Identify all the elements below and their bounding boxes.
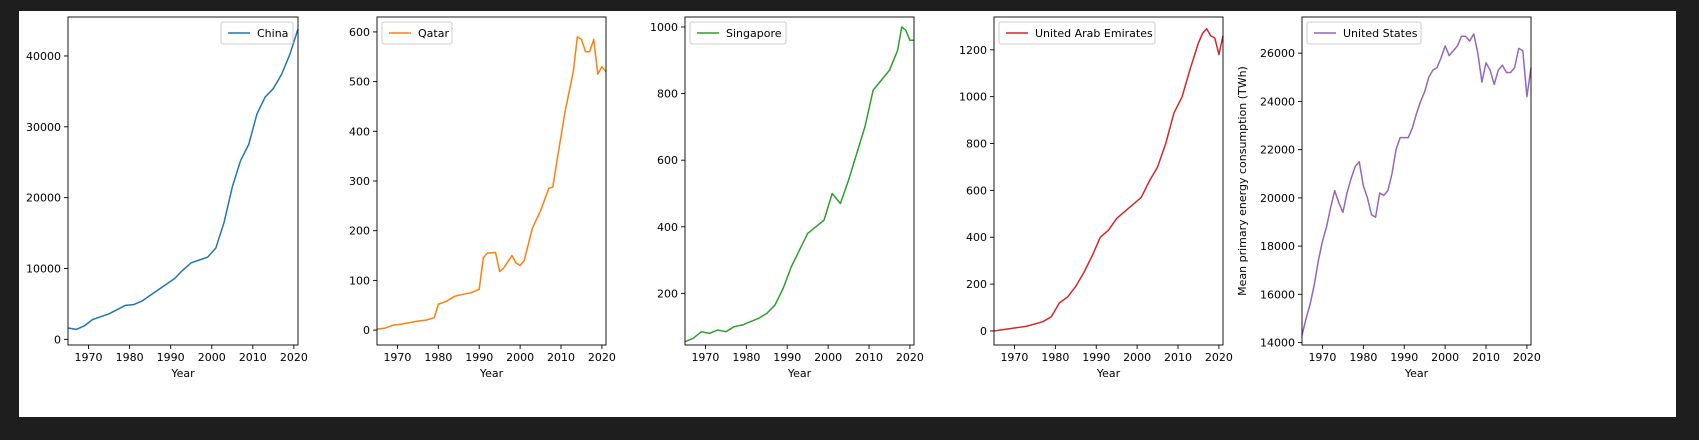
- legend-label: Singapore: [726, 27, 782, 40]
- y-tick-label: 400: [349, 125, 370, 138]
- x-axis-label: Year: [787, 367, 812, 380]
- legend: United Arab Emirates: [998, 21, 1156, 45]
- y-tick-label: 0: [363, 324, 370, 337]
- x-tick-label: 1970: [75, 351, 103, 364]
- x-tick-label: 1990: [1082, 351, 1110, 364]
- y-tick-label: 500: [349, 76, 370, 89]
- chart-panel-1: 1970 1980 1990 2000 2010 2020 0 10000 20000 30000…: [26, 16, 308, 380]
- y-tick-label: 14000: [1260, 337, 1295, 350]
- y-tick-label: 200: [349, 225, 370, 238]
- y-tick-label: 300: [349, 175, 370, 188]
- y-tick-label: 200: [657, 287, 678, 300]
- x-axis-label: Year: [479, 367, 504, 380]
- legend-box: [220, 21, 294, 45]
- series-line: [376, 36, 607, 330]
- y-tick-label: 30000: [26, 121, 61, 134]
- x-tick-label: 2010: [547, 351, 575, 364]
- chart-panel-5: 1970 1980 1990 2000 2010 2020 14000 16000 18000 2…: [1236, 16, 1541, 380]
- x-tick-label: 2020: [1205, 351, 1233, 364]
- y-tick-label: 10000: [26, 262, 61, 275]
- y-tick-label: 24000: [1260, 95, 1295, 108]
- y-tick-label: 22000: [1260, 144, 1295, 157]
- x-tick-label: 2010: [239, 351, 267, 364]
- y-tick-label: 1000: [959, 91, 987, 104]
- x-tick-label: 1980: [732, 351, 760, 364]
- x-tick-label: 1990: [465, 351, 493, 364]
- y-tick-label: 600: [657, 154, 678, 167]
- legend: Qatar: [381, 21, 453, 45]
- legend-box: [689, 21, 787, 45]
- chart-panel-3: 1970 1980 1990 2000 2010 2020 200 400 600 800 1000…: [650, 16, 924, 380]
- x-tick-label: 2020: [1513, 351, 1541, 364]
- x-tick-label: 2010: [1472, 351, 1500, 364]
- legend-label: United Arab Emirates: [1035, 27, 1153, 40]
- y-tick-label: 40000: [26, 50, 61, 63]
- x-tick-label: 1980: [424, 351, 452, 364]
- legend: Singapore: [689, 21, 787, 45]
- y-tick-label: 400: [657, 221, 678, 234]
- y-tick-label: 800: [657, 88, 678, 101]
- axes-frame: [67, 16, 299, 346]
- y-tick-label: 20000: [26, 192, 61, 205]
- chart-panel-4: 1970 1980 1990 2000 2010 2020 0 200 400 600 800 100…: [959, 16, 1233, 380]
- y-tick-label: 600: [966, 184, 987, 197]
- y-tick-label: 800: [966, 138, 987, 151]
- axes-frame: [1301, 16, 1532, 346]
- y-tick-label: 16000: [1260, 288, 1295, 301]
- axes-frame: [993, 16, 1224, 346]
- legend-label: Qatar: [418, 27, 449, 40]
- x-axis-label: Year: [1096, 367, 1121, 380]
- axes-frame: [376, 16, 607, 346]
- x-tick-label: 2010: [1164, 351, 1192, 364]
- figure: 1970 1980 1990 2000 2010 2020 0 10000 20000 30000…: [19, 11, 1676, 417]
- y-tick-label: 0: [54, 333, 61, 346]
- legend: United States: [1306, 21, 1422, 45]
- x-tick-label: 1980: [1041, 351, 1069, 364]
- x-tick-label: 1970: [1000, 351, 1028, 364]
- x-tick-label: 1990: [773, 351, 801, 364]
- series-line: [993, 27, 1224, 332]
- x-tick-label: 1970: [691, 351, 719, 364]
- legend-label: United States: [1343, 27, 1418, 40]
- y-tick-label: 20000: [1260, 192, 1295, 205]
- x-tick-label: 2020: [588, 351, 616, 364]
- x-tick-label: 1990: [1390, 351, 1418, 364]
- x-tick-label: 1980: [116, 351, 144, 364]
- y-tick-label: 26000: [1260, 47, 1295, 60]
- y-tick-label: 1200: [959, 44, 987, 57]
- series-line: [684, 26, 914, 343]
- legend-label: China: [257, 27, 288, 40]
- y-tick-label: 400: [966, 231, 987, 244]
- legend-box: [1306, 21, 1422, 45]
- legend: China: [220, 21, 294, 45]
- x-tick-label: 2000: [198, 351, 226, 364]
- y-tick-label: 200: [966, 278, 987, 291]
- legend-box: [381, 21, 453, 45]
- x-tick-label: 1970: [1308, 351, 1336, 364]
- x-tick-label: 2000: [506, 351, 534, 364]
- x-tick-label: 2010: [855, 351, 883, 364]
- y-tick-label: 1000: [650, 21, 678, 34]
- series-line: [67, 28, 299, 331]
- small-multiples-chart: 1970 1980 1990 2000 2010 20200100002000030000…: [26, 16, 1541, 380]
- x-axis-label: Year: [170, 367, 195, 380]
- y-tick-label: 600: [349, 26, 370, 39]
- x-tick-label: 1980: [1349, 351, 1377, 364]
- chart-panel-2: 1970 1980 1990 2000 2010 2020 0 100 200 300 400 500…: [349, 16, 616, 380]
- x-tick-label: 2000: [1123, 351, 1151, 364]
- y-tick-label: 100: [349, 274, 370, 287]
- axes-frame: [684, 16, 915, 346]
- x-tick-label: 2020: [280, 351, 308, 364]
- x-tick-label: 1990: [157, 351, 185, 364]
- x-tick-label: 2000: [814, 351, 842, 364]
- y-axis-label: Mean primary energy consumption (TWh): [1236, 66, 1249, 296]
- series-line: [1301, 33, 1532, 336]
- x-axis-label: Year: [1404, 367, 1429, 380]
- x-tick-label: 1970: [383, 351, 411, 364]
- x-tick-label: 2020: [896, 351, 924, 364]
- legend-box: [998, 21, 1156, 45]
- y-tick-label: 18000: [1260, 240, 1295, 253]
- y-tick-label: 0: [980, 325, 987, 338]
- x-tick-label: 2000: [1431, 351, 1459, 364]
